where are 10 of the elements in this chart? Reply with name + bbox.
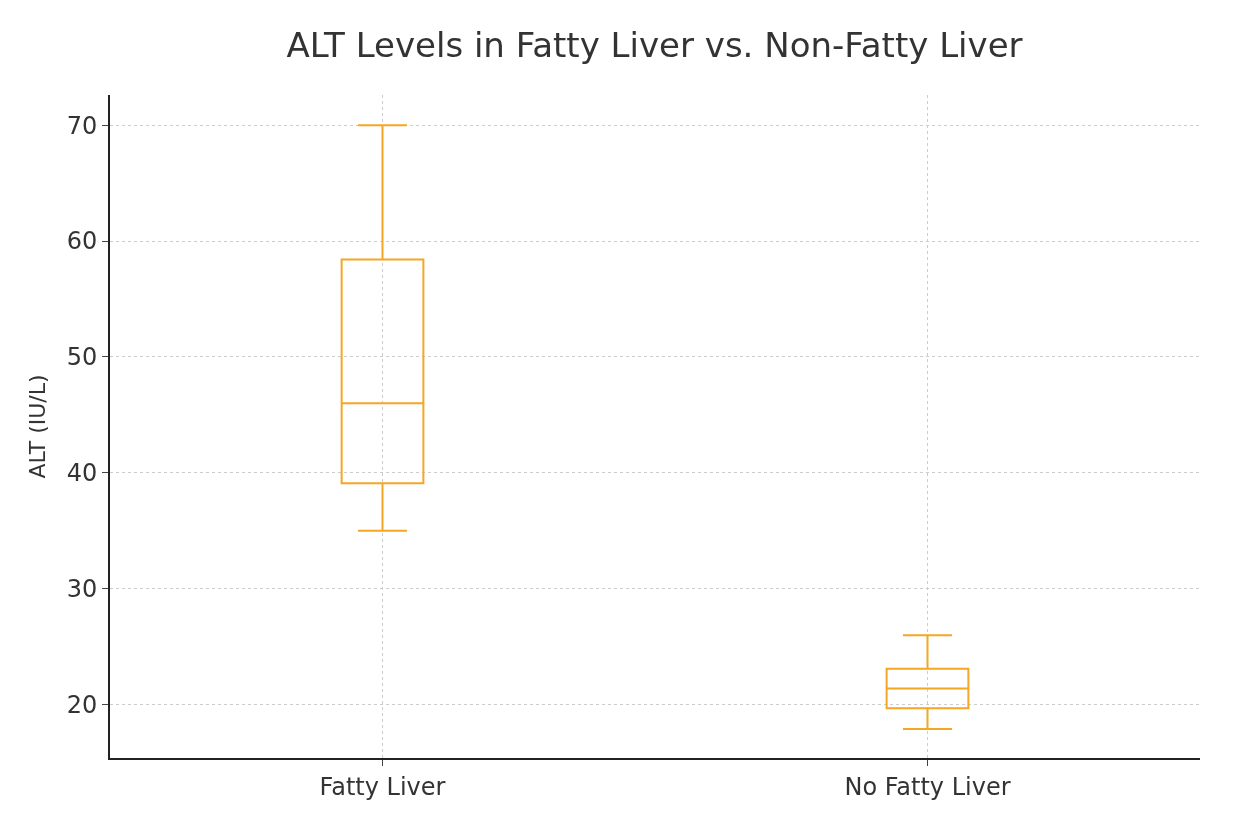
y-tick-label: 20 [66, 691, 98, 720]
y-tick-label: 30 [66, 575, 98, 604]
y-tick-label: 50 [66, 343, 98, 372]
x-tick-label: Fatty Liver [319, 772, 446, 801]
chart-title: ALT Levels in Fatty Liver vs. Non-Fatty Liver [286, 24, 1023, 65]
y-tick-label: 40 [66, 459, 98, 488]
y-tick-label: 70 [66, 111, 98, 140]
y-axis-title: ALT (IU/L) [24, 374, 50, 479]
y-tick-label: 60 [66, 227, 98, 256]
x-tick-label: No Fatty Liver [844, 772, 1011, 801]
